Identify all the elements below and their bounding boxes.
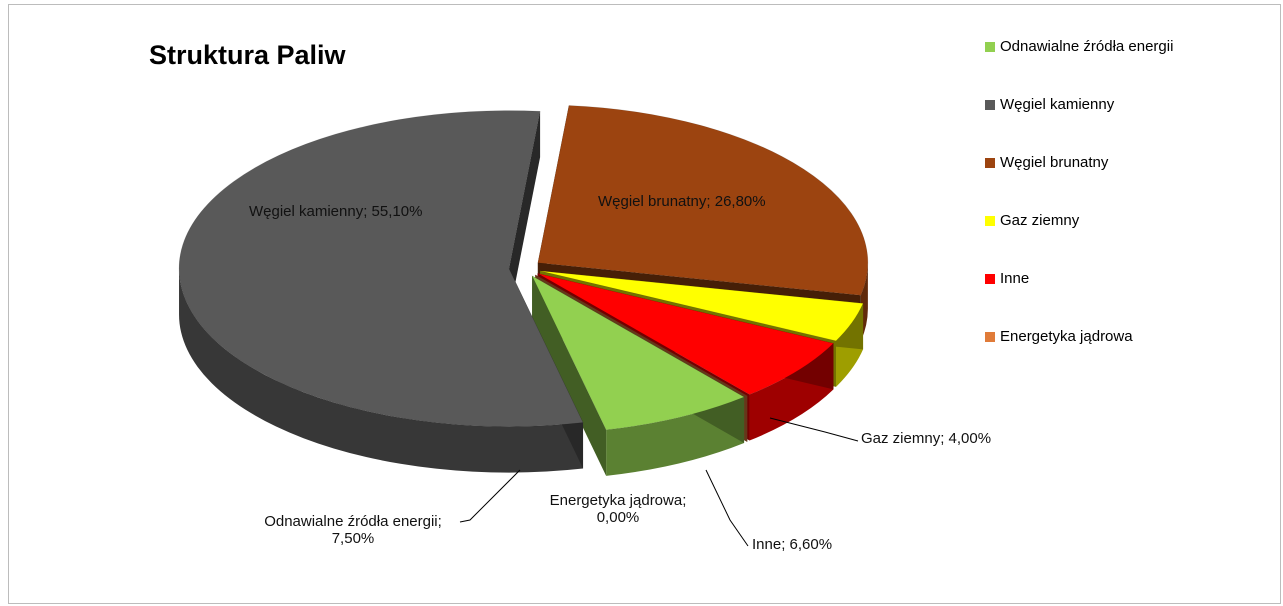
pie-slice-4 [537,273,835,395]
legend-item-inne: Inne [985,270,1173,328]
data-label-wegiel-brunatny: Węgiel brunatny; 26,80% [598,193,766,210]
pie-slice-wall-0-1 [532,275,607,476]
legend-swatch-wegiel-kamienny [985,100,995,110]
data-label-inne: Inne; 6,60% [752,536,833,553]
legend-swatch-wegiel-brunatny [985,158,995,168]
leader-line-1 [705,469,749,547]
legend-swatch-odnawialne [985,42,995,52]
pie-slice-side-1 [179,268,584,473]
legend-item-wegiel-brunatny: Węgiel brunatny [985,154,1173,212]
pie-slice-3 [540,270,864,342]
legend-item-energetyka-jadrowa: Energetyka jądrowa [985,328,1173,386]
legend: Odnawialne źródła energii Węgiel kamienn… [985,38,1173,386]
data-label-gaz-ziemny: Gaz ziemny; 4,00% [861,430,992,447]
pie-slice-2 [537,105,869,296]
legend-label-energetyka-jadrowa: Energetyka jądrowa [1000,328,1133,345]
chart-title: Struktura Paliw [149,40,346,70]
data-label-wegiel-kamienny: Węgiel kamienny; 55,10% [249,203,423,220]
leader-line-2 [459,469,521,523]
pie-slice-wall-1-1 [509,111,541,315]
pie-slice-1 [178,110,584,427]
data-label-odnawialne-name: Odnawialne źródła energii; [264,513,442,530]
legend-swatch-inne [985,274,995,284]
data-label-energetyka-jadrowa-value: 0,00% [596,509,640,526]
legend-item-gaz-ziemny: Gaz ziemny [985,212,1173,270]
data-label-energetyka-jadrowa-name: Energetyka jądrowa; [549,492,687,509]
legend-label-inne: Inne [1000,270,1030,287]
legend-swatch-gaz-ziemny [985,216,995,226]
legend-swatch-energetyka-jadrowa [985,332,995,342]
leader-line-0 [769,417,859,442]
legend-label-gaz-ziemny: Gaz ziemny [1000,212,1080,229]
data-label-odnawialne: Odnawialne źródła energii; 7,50% [243,513,463,547]
data-label-odnawialne-value: 7,50% [331,530,375,547]
legend-label-wegiel-brunatny: Węgiel brunatny [1000,154,1109,171]
legend-item-wegiel-kamienny: Węgiel kamienny [985,96,1173,154]
pie-slice-0 [531,275,745,431]
legend-label-odnawialne: Odnawialne źródła energii [1000,38,1174,55]
legend-item-odnawialne: Odnawialne źródła energii [985,38,1173,96]
legend-label-wegiel-kamienny: Węgiel kamienny [1000,96,1115,113]
data-label-energetyka-jadrowa: Energetyka jądrowa; 0,00% [533,492,703,526]
